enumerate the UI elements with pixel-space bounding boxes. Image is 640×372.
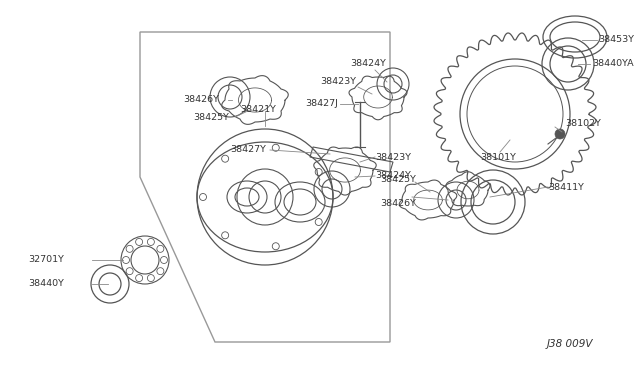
Circle shape bbox=[555, 129, 565, 139]
Text: J38 009V: J38 009V bbox=[547, 339, 593, 349]
Text: 38421Y: 38421Y bbox=[240, 106, 276, 115]
Text: 38424Y: 38424Y bbox=[375, 171, 411, 180]
Text: 38427Y: 38427Y bbox=[230, 145, 266, 154]
Text: 38425Y: 38425Y bbox=[193, 112, 229, 122]
Text: 38424Y: 38424Y bbox=[350, 60, 386, 68]
Text: 38427J: 38427J bbox=[305, 99, 338, 109]
Text: 38425Y: 38425Y bbox=[380, 176, 416, 185]
Text: 38426Y: 38426Y bbox=[183, 96, 219, 105]
Text: 38411Y: 38411Y bbox=[548, 183, 584, 192]
Text: 32701Y: 32701Y bbox=[28, 256, 64, 264]
Text: 38440YA: 38440YA bbox=[592, 60, 634, 68]
Text: 38423Y: 38423Y bbox=[320, 77, 356, 87]
Text: 38440Y: 38440Y bbox=[28, 279, 64, 289]
Text: 38453Y: 38453Y bbox=[598, 35, 634, 45]
Text: 38101Y: 38101Y bbox=[480, 153, 516, 161]
Text: 38423Y: 38423Y bbox=[375, 153, 411, 161]
Text: 38426Y: 38426Y bbox=[380, 199, 416, 208]
Text: 38102Y: 38102Y bbox=[565, 119, 601, 128]
